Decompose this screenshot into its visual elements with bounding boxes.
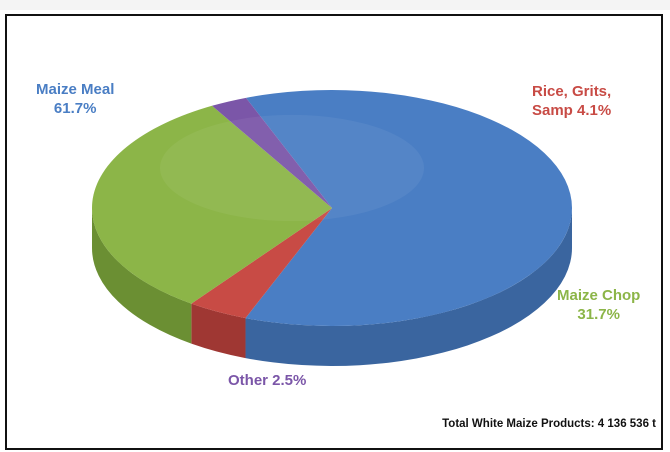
pie-highlight	[160, 114, 424, 222]
label-rice-name: Rice, Grits,	[532, 83, 612, 100]
pie-side-walls	[92, 208, 572, 366]
pie-slice-other	[212, 97, 332, 208]
label-maize-chop: Maize Chop 31.7%	[557, 286, 640, 324]
pie-side-1-0	[191, 303, 246, 359]
label-other: Other 2.5%	[228, 371, 306, 390]
label-rice-pct: Samp 4.1%	[532, 102, 612, 119]
pie-slice-maize-meal	[245, 89, 573, 326]
label-maize-chop-pct: 31.7%	[577, 306, 620, 323]
label-maize-meal-name: Maize Meal	[36, 81, 115, 98]
total-annotation: Total White Maize Products: 4 136 536 t	[442, 418, 656, 430]
pie-slice-rice-grits-samp	[191, 208, 332, 319]
pie-slice-maize-chop	[92, 105, 332, 304]
label-other-text: Other 2.5%	[228, 372, 307, 389]
pie-top-faces	[92, 89, 573, 326]
label-rice-grits-samp: Rice, Grits, Samp 4.1%	[532, 82, 611, 120]
label-maize-chop-name: Maize Chop	[557, 287, 641, 304]
pie-side-0-0	[245, 208, 572, 366]
top-strip	[0, 0, 670, 10]
label-maize-meal-pct: 61.7%	[53, 100, 97, 117]
label-maize-meal: Maize Meal 61.7%	[36, 80, 114, 118]
pie-side-2-0	[92, 208, 192, 344]
